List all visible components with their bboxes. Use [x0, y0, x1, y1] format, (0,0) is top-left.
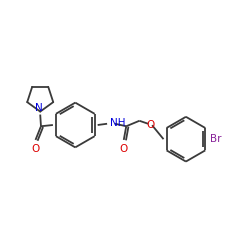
Text: O: O	[146, 120, 154, 130]
Text: NH: NH	[110, 118, 125, 128]
Text: O: O	[31, 144, 40, 154]
Text: N: N	[35, 103, 43, 113]
Text: O: O	[120, 144, 128, 154]
Text: Br: Br	[210, 134, 221, 144]
